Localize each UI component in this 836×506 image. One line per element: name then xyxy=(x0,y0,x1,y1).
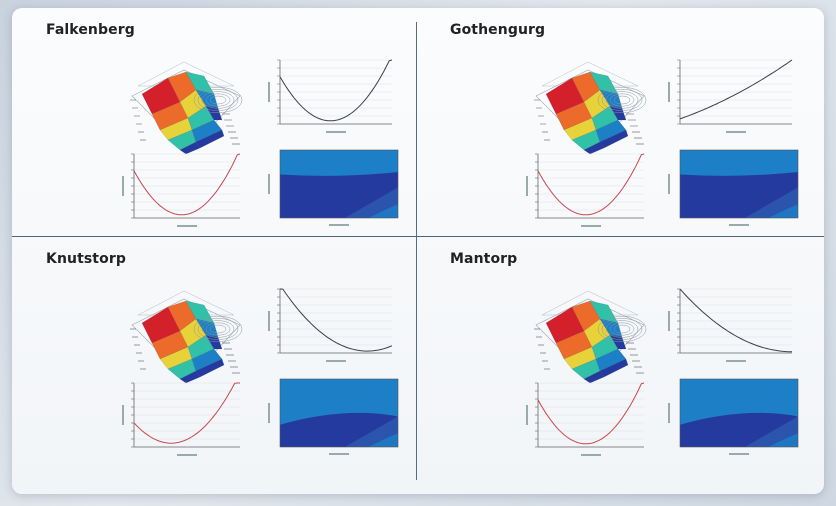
parabola-plot xyxy=(524,379,648,465)
panel-title: Mantorp xyxy=(450,251,518,267)
parabola-plot xyxy=(524,150,648,236)
parabola-plot xyxy=(120,379,244,465)
dashboard-card: Falkenberg Gothengurg Knutstorp Mantorp xyxy=(12,8,824,494)
contour-heatmap xyxy=(666,377,800,459)
line-plot xyxy=(266,285,396,371)
horizontal-divider xyxy=(12,236,824,237)
panel-knutstorp: Knutstorp xyxy=(12,237,416,465)
parabola-plot xyxy=(120,150,244,236)
line-plot xyxy=(266,56,396,142)
surface-3d-plot xyxy=(122,285,246,389)
panel-title: Falkenberg xyxy=(46,22,135,38)
panel-mantorp: Mantorp xyxy=(416,237,820,465)
contour-heatmap xyxy=(666,148,800,230)
panel-gothengurg: Gothengurg xyxy=(416,8,820,236)
surface-3d-plot xyxy=(526,56,650,160)
panel-falkenberg: Falkenberg xyxy=(12,8,416,236)
contour-heatmap xyxy=(266,148,400,230)
panel-title: Gothengurg xyxy=(450,22,546,38)
surface-3d-plot xyxy=(122,56,246,160)
line-plot xyxy=(666,285,796,371)
line-plot xyxy=(666,56,796,142)
contour-heatmap xyxy=(266,377,400,459)
surface-3d-plot xyxy=(526,285,650,389)
panel-title: Knutstorp xyxy=(46,251,126,267)
vertical-divider xyxy=(416,22,417,480)
